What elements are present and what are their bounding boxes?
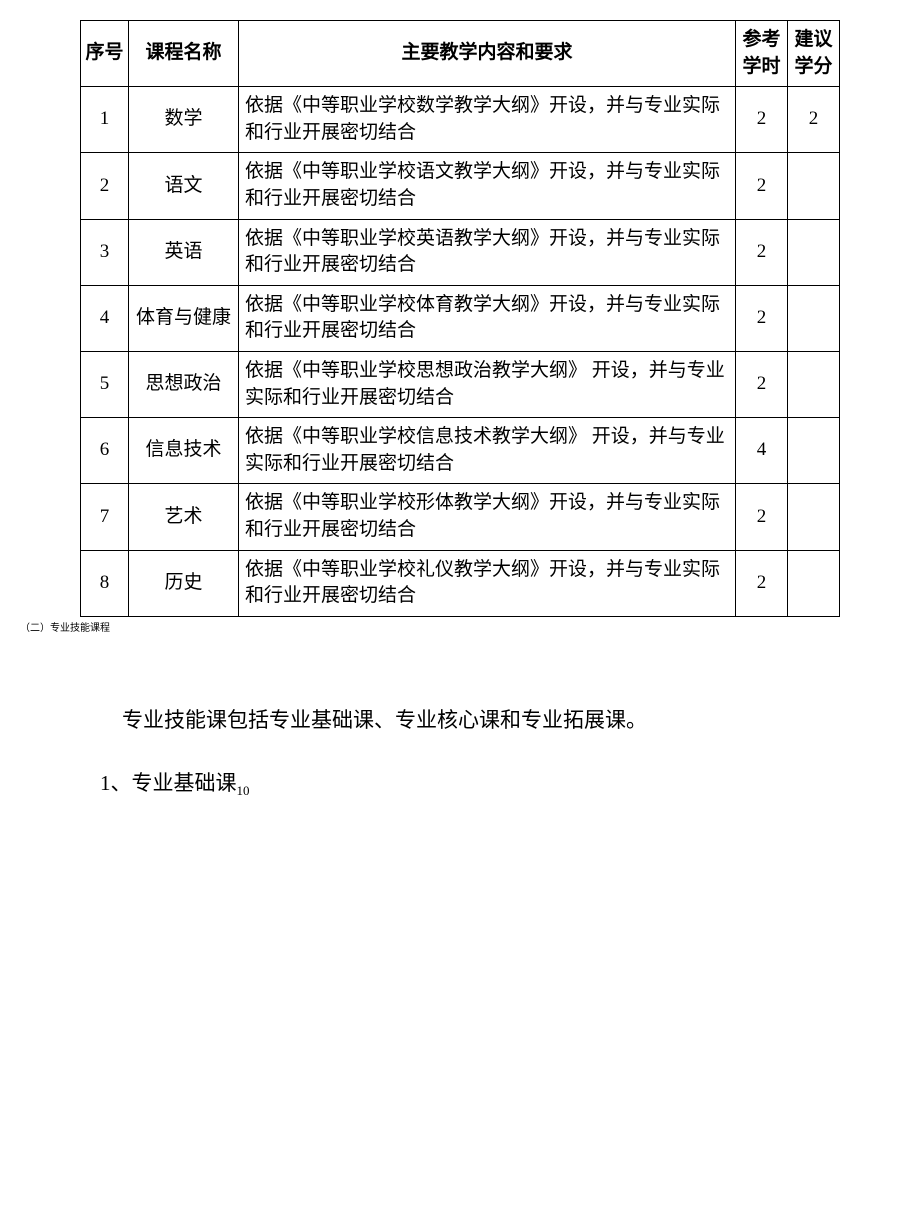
cell-credits: 2 [788,87,840,153]
cell-name: 历史 [129,550,239,616]
sub-heading-number: 10 [237,783,250,798]
cell-index: 2 [81,153,129,219]
section-footnote: （二）专业技能课程 [20,619,840,634]
page-container: 序号 课程名称 主要教学内容和要求 参考学时 建议学分 1 数学 依据《中等职业… [0,20,920,799]
cell-index: 1 [81,87,129,153]
cell-name: 体育与健康 [129,285,239,351]
cell-name: 艺术 [129,484,239,550]
cell-credits [788,550,840,616]
cell-credits [788,153,840,219]
header-row: 序号 课程名称 主要教学内容和要求 参考学时 建议学分 [81,21,840,87]
cell-content: 依据《中等职业学校思想政治教学大纲》 开设，并与专业实际和行业开展密切结合 [239,351,736,417]
cell-index: 8 [81,550,129,616]
cell-index: 7 [81,484,129,550]
sub-heading-prefix: 1、专业基础课 [100,771,237,795]
cell-hours: 4 [736,418,788,484]
cell-content: 依据《中等职业学校英语教学大纲》开设，并与专业实际和行业开展密切结合 [239,219,736,285]
cell-hours: 2 [736,153,788,219]
body-paragraph: 专业技能课包括专业基础课、专业核心课和专业拓展课。 [80,704,840,738]
cell-content: 依据《中等职业学校形体教学大纲》开设，并与专业实际和行业开展密切结合 [239,484,736,550]
table-row: 5 思想政治 依据《中等职业学校思想政治教学大纲》 开设，并与专业实际和行业开展… [81,351,840,417]
cell-name: 数学 [129,87,239,153]
table-header: 序号 课程名称 主要教学内容和要求 参考学时 建议学分 [81,21,840,87]
cell-content: 依据《中等职业学校信息技术教学大纲》 开设，并与专业实际和行业开展密切结合 [239,418,736,484]
cell-hours: 2 [736,285,788,351]
cell-hours: 2 [736,484,788,550]
cell-name: 语文 [129,153,239,219]
sub-heading: 1、专业基础课10 [80,767,840,799]
cell-name: 英语 [129,219,239,285]
cell-index: 4 [81,285,129,351]
cell-content: 依据《中等职业学校语文教学大纲》开设，并与专业实际和行业开展密切结合 [239,153,736,219]
cell-credits [788,484,840,550]
table-row: 7 艺术 依据《中等职业学校形体教学大纲》开设，并与专业实际和行业开展密切结合 … [81,484,840,550]
header-credits: 建议学分 [788,21,840,87]
cell-credits [788,418,840,484]
course-table: 序号 课程名称 主要教学内容和要求 参考学时 建议学分 1 数学 依据《中等职业… [80,20,840,617]
cell-content: 依据《中等职业学校体育教学大纲》开设，并与专业实际和行业开展密切结合 [239,285,736,351]
header-content: 主要教学内容和要求 [239,21,736,87]
table-row: 2 语文 依据《中等职业学校语文教学大纲》开设，并与专业实际和行业开展密切结合 … [81,153,840,219]
cell-credits [788,351,840,417]
cell-name: 信息技术 [129,418,239,484]
table-row: 4 体育与健康 依据《中等职业学校体育教学大纲》开设，并与专业实际和行业开展密切… [81,285,840,351]
table-row: 3 英语 依据《中等职业学校英语教学大纲》开设，并与专业实际和行业开展密切结合 … [81,219,840,285]
header-index: 序号 [81,21,129,87]
cell-hours: 2 [736,550,788,616]
cell-index: 3 [81,219,129,285]
header-hours: 参考学时 [736,21,788,87]
table-row: 8 历史 依据《中等职业学校礼仪教学大纲》开设，并与专业实际和行业开展密切结合 … [81,550,840,616]
table-body: 1 数学 依据《中等职业学校数学教学大纲》开设，并与专业实际和行业开展密切结合 … [81,87,840,617]
cell-hours: 2 [736,87,788,153]
cell-credits [788,285,840,351]
table-row: 6 信息技术 依据《中等职业学校信息技术教学大纲》 开设，并与专业实际和行业开展… [81,418,840,484]
cell-index: 5 [81,351,129,417]
cell-content: 依据《中等职业学校数学教学大纲》开设，并与专业实际和行业开展密切结合 [239,87,736,153]
cell-name: 思想政治 [129,351,239,417]
cell-hours: 2 [736,219,788,285]
cell-credits [788,219,840,285]
cell-index: 6 [81,418,129,484]
cell-hours: 2 [736,351,788,417]
table-row: 1 数学 依据《中等职业学校数学教学大纲》开设，并与专业实际和行业开展密切结合 … [81,87,840,153]
header-name: 课程名称 [129,21,239,87]
cell-content: 依据《中等职业学校礼仪教学大纲》开设，并与专业实际和行业开展密切结合 [239,550,736,616]
